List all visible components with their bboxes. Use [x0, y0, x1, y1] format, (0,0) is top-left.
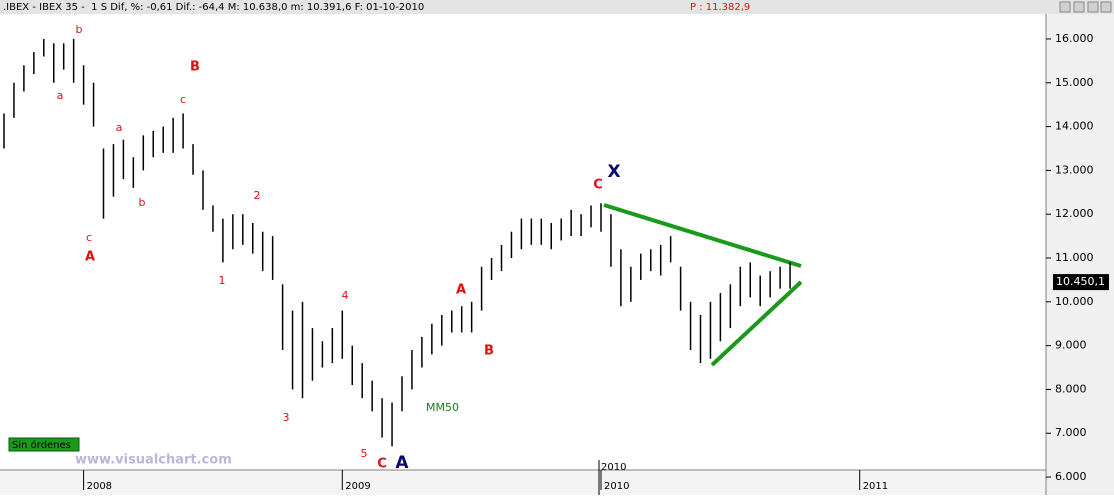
- x-axis-panel: [0, 470, 1046, 495]
- x-tick-label: 2009: [345, 481, 370, 492]
- wave-label: C: [377, 457, 387, 472]
- status-text: Sin órdenes: [12, 439, 71, 451]
- trendline: [603, 203, 802, 268]
- close-button[interactable]: [1100, 1, 1112, 13]
- y-tick-label: 13.000: [1055, 163, 1094, 176]
- y-tick-label: 8.000: [1055, 382, 1087, 395]
- wave-label: 3: [283, 411, 290, 424]
- header-info: .IBEX - IBEX 35 - 1 S Dif, %: -0,61 Dif.…: [3, 2, 424, 13]
- wave-label: 1: [219, 274, 226, 287]
- wave-label: A: [85, 250, 95, 265]
- y-tick-label: 15.000: [1055, 76, 1094, 89]
- y-axis-panel: [1046, 14, 1114, 495]
- wave-label: C: [593, 178, 603, 193]
- x-tick-label: 2008: [87, 481, 112, 492]
- last-price-label: 10.450,1: [1056, 275, 1105, 288]
- wave-label: B: [190, 60, 200, 75]
- wave-label: 4: [342, 289, 349, 302]
- y-tick-label: 14.000: [1055, 120, 1094, 133]
- header-bar: [0, 0, 1114, 14]
- maximize-button[interactable]: [1073, 1, 1085, 13]
- wave-label: A: [395, 453, 409, 473]
- y-tick-label: 7.000: [1055, 426, 1087, 439]
- y-tick-label: 6.000: [1055, 470, 1087, 483]
- minimize-button[interactable]: [1059, 1, 1071, 13]
- x-tick-label: 2010: [604, 481, 629, 492]
- wave-label: a: [57, 89, 64, 102]
- wave-label: c: [180, 93, 186, 106]
- wave-label: 2: [254, 189, 261, 202]
- wave-label: 5: [361, 447, 368, 460]
- trendline: [710, 280, 803, 367]
- wave-label: c: [86, 231, 92, 244]
- wave-label: a: [116, 121, 123, 134]
- wave-label: MM50: [426, 401, 459, 414]
- y-tick-label: 16.000: [1055, 32, 1094, 45]
- status-box: [8, 437, 80, 452]
- wave-label: b: [139, 196, 146, 209]
- y-tick-label: 9.000: [1055, 339, 1087, 352]
- header-price: P : 11.382,9: [690, 2, 750, 13]
- watermark: www.visualchart.com: [75, 453, 232, 468]
- last-price-box: [1053, 274, 1109, 291]
- restore-button[interactable]: [1087, 1, 1099, 13]
- top-year-label: 2010: [601, 462, 626, 473]
- wave-label: A: [456, 283, 466, 298]
- wave-label: b: [76, 23, 83, 36]
- wave-label: X: [607, 162, 620, 182]
- y-tick-label: 12.000: [1055, 207, 1094, 220]
- x-tick-label: 2011: [863, 481, 888, 492]
- y-tick-label: 11.000: [1055, 251, 1094, 264]
- y-tick-label: 10.000: [1055, 295, 1094, 308]
- wave-label: B: [484, 344, 494, 359]
